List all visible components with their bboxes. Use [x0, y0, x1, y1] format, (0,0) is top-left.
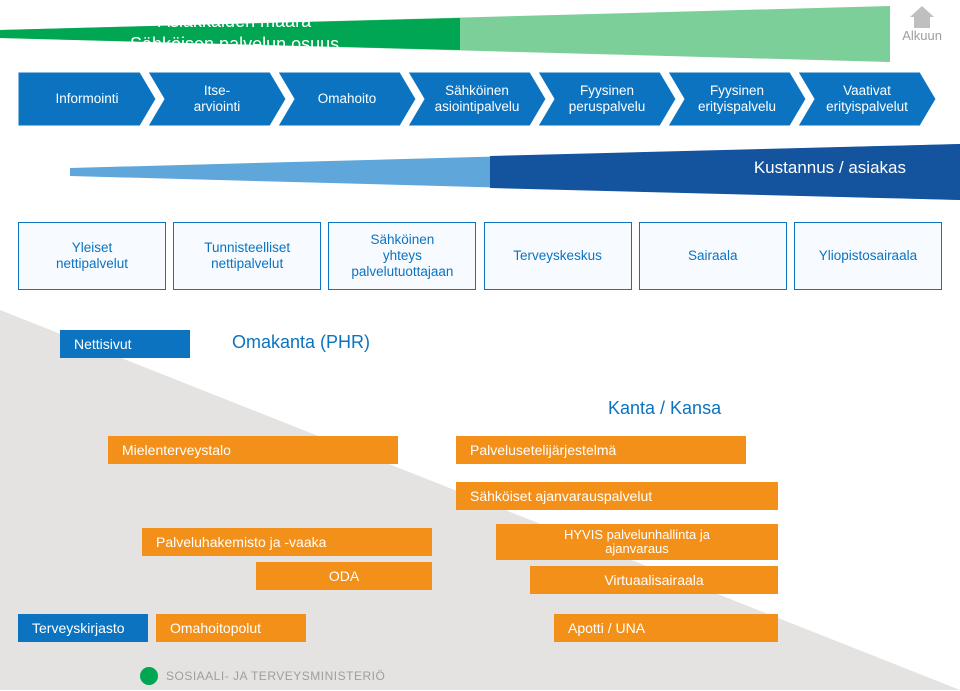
title-line-2: Sähköisen palvelun osuus [130, 33, 339, 56]
virtuaalisairaala-label: Virtuaalisairaala [604, 572, 703, 588]
service-box: Yleiset nettipalvelut [18, 222, 166, 290]
chevron-step: Fyysinen erityispalvelu [668, 72, 806, 126]
nettisivut-band: Nettisivut [60, 330, 190, 358]
footer-logo: SOSIAALI- JA TERVEYSMINISTERIÖ [140, 667, 385, 685]
top-title: Asiakkaiden määrä Sähköisen palvelun osu… [130, 10, 339, 55]
mielenterveystalo-band: Mielenterveystalo [108, 436, 398, 464]
terveyskirjasto-label: Terveyskirjasto [32, 620, 125, 636]
apotti-band: Apotti / UNA [554, 614, 778, 642]
chevron-row: Informointi Itse- arviointi Omahoito Säh… [18, 72, 936, 126]
home-link-label: Alkuun [902, 28, 942, 43]
title-line-1: Asiakkaiden määrä [130, 10, 339, 33]
palveluseteli-label: Palvelusetelijärjestelmä [470, 442, 616, 458]
omahoitopolut-label: Omahoitopolut [170, 620, 261, 636]
service-box: Sähköinen yhteys palvelutuottajaan [328, 222, 476, 290]
sahkoiset-band: Sähköiset ajanvarauspalvelut [456, 482, 778, 510]
omakanta-label: Omakanta (PHR) [232, 332, 370, 353]
service-box: Yliopistosairaala [794, 222, 942, 290]
chevron-step: Sähköinen asiointipalvelu [408, 72, 546, 126]
chevron-step: Vaativat erityispalvelut [798, 72, 936, 126]
sahkoiset-label: Sähköiset ajanvarauspalvelut [470, 488, 652, 504]
apotti-label: Apotti / UNA [568, 620, 645, 636]
palveluhakemisto-label: Palveluhakemisto ja -vaaka [156, 534, 326, 550]
hyvis-band: HYVIS palvelunhallinta ja ajanvaraus [496, 524, 778, 560]
hyvis-label: HYVIS palvelunhallinta ja ajanvaraus [564, 528, 710, 557]
mielenterveystalo-label: Mielenterveystalo [122, 442, 231, 458]
chevron-step: Omahoito [278, 72, 416, 126]
omahoitopolut-band: Omahoitopolut [156, 614, 306, 642]
oda-label: ODA [329, 568, 359, 584]
service-box: Sairaala [639, 222, 787, 290]
mid-wedge-label: Kustannus / asiakas [754, 158, 906, 178]
terveyskirjasto-band: Terveyskirjasto [18, 614, 148, 642]
palveluseteli-band: Palvelusetelijärjestelmä [456, 436, 746, 464]
home-link[interactable]: Alkuun [902, 6, 942, 43]
logo-icon [140, 667, 158, 685]
nettisivut-label: Nettisivut [74, 336, 132, 352]
service-box-row: Yleiset nettipalvelutTunnisteelliset net… [18, 222, 942, 290]
service-box: Terveyskeskus [484, 222, 632, 290]
lower-region: Nettisivut Omakanta (PHR) Kanta / Kansa … [18, 312, 942, 691]
kanta-label: Kanta / Kansa [608, 398, 721, 419]
footer-text: SOSIAALI- JA TERVEYSMINISTERIÖ [166, 669, 385, 683]
palveluhakemisto-band: Palveluhakemisto ja -vaaka [142, 528, 432, 556]
service-box: Tunnisteelliset nettipalvelut [173, 222, 321, 290]
oda-band: ODA [256, 562, 432, 590]
chevron-step: Fyysinen peruspalvelu [538, 72, 676, 126]
chevron-step: Informointi [18, 72, 156, 126]
virtuaalisairaala-band: Virtuaalisairaala [530, 566, 778, 594]
chevron-step: Itse- arviointi [148, 72, 286, 126]
